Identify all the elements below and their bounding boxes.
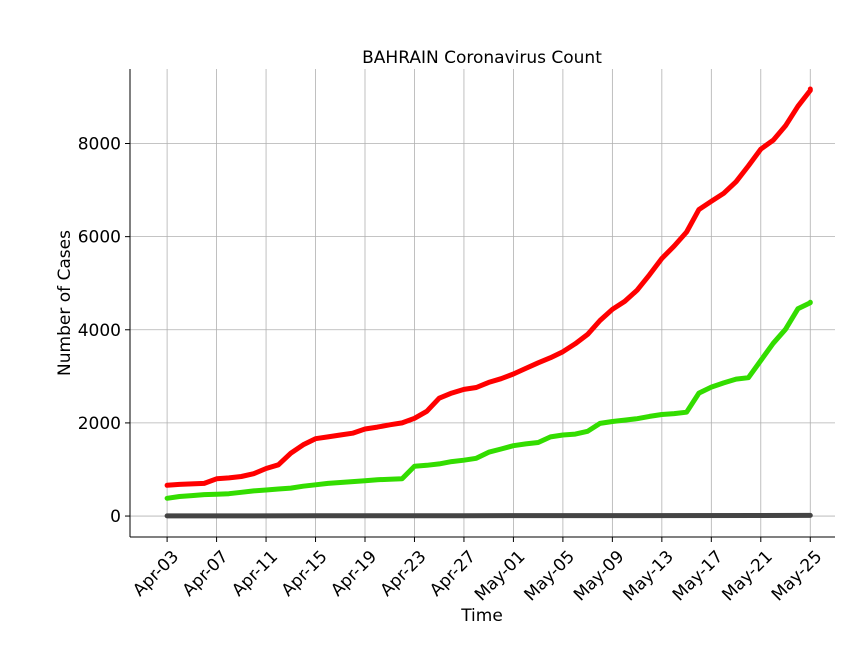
x-tick-label: Apr-15: [278, 547, 332, 601]
x-axis-label: Time: [460, 606, 503, 626]
series-line-3: [164, 512, 813, 519]
x-tick-label: Apr-11: [228, 547, 282, 601]
x-tick-label: May-01: [471, 547, 529, 605]
x-tick-label: May-05: [520, 547, 578, 605]
x-tick-label: May-17: [669, 547, 727, 605]
y-tick-label: 2000: [78, 414, 121, 434]
y-tick-label: 8000: [78, 135, 121, 155]
y-tick-label: 4000: [78, 321, 121, 341]
x-tick-label: Apr-23: [377, 547, 431, 601]
x-tick-label: May-25: [768, 547, 826, 605]
x-tick-label: Apr-07: [179, 547, 233, 601]
series-line-1: [164, 86, 813, 488]
series-line-2: [164, 299, 813, 501]
y-tick-label: 0: [110, 507, 121, 527]
y-axis-label: Number of Cases: [55, 230, 75, 376]
grid: [130, 69, 835, 537]
y-axis-ticks: 0 2000 4000 6000 8000: [78, 135, 130, 527]
x-axis-ticks: Apr-03Apr-07Apr-11Apr-15Apr-19Apr-23Apr-…: [129, 537, 826, 605]
chart-title: BAHRAIN Coronavirus Count: [362, 48, 602, 68]
axes-spines: [129, 69, 835, 538]
x-tick-label: Apr-03: [129, 547, 183, 601]
x-tick-label: May-21: [718, 547, 776, 605]
y-tick-label: 6000: [78, 228, 121, 248]
x-tick-label: May-13: [619, 547, 677, 605]
x-tick-label: Apr-19: [327, 547, 381, 601]
series-group: [164, 86, 813, 519]
x-tick-label: May-09: [570, 547, 628, 605]
